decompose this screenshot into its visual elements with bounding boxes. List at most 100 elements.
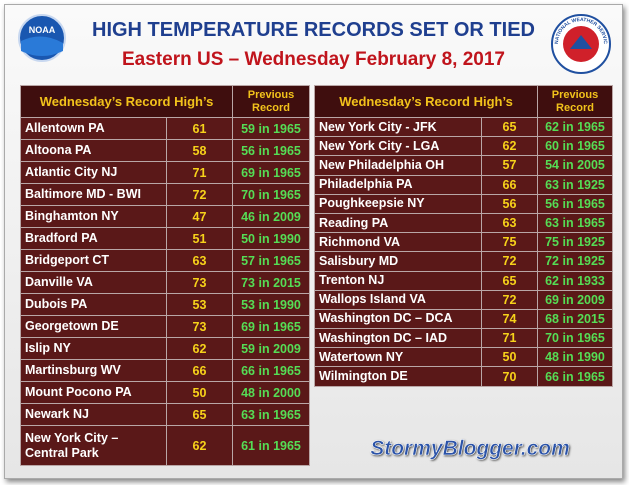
record-row: Newark NJ 65 63 in 1965: [20, 403, 310, 426]
record-high: 65: [481, 116, 538, 138]
previous-record: 56 in 1965: [232, 139, 310, 162]
record-row: Trenton NJ 65 62 in 1933: [314, 270, 613, 291]
record-row: Danville VA 73 73 in 2015: [20, 271, 310, 294]
record-high: 75: [481, 232, 538, 253]
record-table: Wednesday’s Record High’s Previous Record…: [314, 85, 613, 387]
header-row: Wednesday’s Record High’s Previous Record: [314, 85, 613, 118]
station: Trenton NJ: [314, 270, 482, 291]
previous-record: 48 in 1990: [537, 347, 613, 368]
record-row: Washington DC – DCA 74 68 in 2015: [314, 308, 613, 330]
site-name: StormyBlogger.com: [370, 437, 570, 461]
record-high: 70: [481, 366, 538, 387]
record-high: 73: [166, 315, 233, 338]
record-high: 53: [166, 293, 233, 316]
station: Watertown NY: [314, 347, 482, 368]
record-row: New York City - JFK 65 62 in 1965: [314, 116, 613, 138]
record-high: 50: [166, 381, 233, 404]
subtitle: Eastern US – Wednesday February 8, 2017: [122, 49, 505, 70]
record-row: New York City - LGA 62 60 in 1965: [314, 136, 613, 157]
record-row: Martinsburg WV 66 66 in 1965: [20, 359, 310, 382]
previous-record: 57 in 1965: [232, 249, 310, 272]
station: Wilmington DE: [314, 366, 482, 387]
previous-record: 62 in 1933: [537, 270, 613, 291]
nws-logo: NATIONAL WEATHER SERVICE: [550, 13, 611, 74]
column-header: Wednesday’s Record High’s: [20, 85, 233, 118]
record-row: Poughkeepsie NY 56 56 in 1965: [314, 193, 613, 214]
record-high: 66: [166, 359, 233, 382]
station: New York City - JFK: [314, 116, 482, 138]
station: Danville VA: [20, 271, 167, 294]
station: New Philadelphia OH: [314, 155, 482, 176]
record-high: 51: [166, 227, 233, 250]
previous-record: 59 in 1965: [232, 117, 310, 140]
station: Bridgeport CT: [20, 249, 167, 272]
record-high: 66: [481, 174, 538, 195]
station: Salisbury MD: [314, 251, 482, 272]
record-high: 65: [166, 403, 233, 426]
station: Baltimore MD - BWI: [20, 183, 167, 206]
record-high: 71: [481, 328, 538, 349]
station: Mount Pocono PA: [20, 381, 167, 404]
previous-record: 75 in 1925: [537, 232, 613, 253]
record-table: Wednesday’s Record High’s Previous Record…: [20, 85, 310, 466]
record-high: 71: [166, 161, 233, 184]
record-row: Georgetown DE 73 69 in 1965: [20, 315, 310, 338]
record-high: 63: [481, 212, 538, 234]
record-row: Watertown NY 50 48 in 1990: [314, 347, 613, 368]
previous-record: 63 in 1925: [537, 174, 613, 195]
record-row: Wallops Island VA 72 69 in 2009: [314, 289, 613, 310]
record-row: Allentown PA 61 59 in 1965: [20, 117, 310, 140]
previous-record: 70 in 1965: [232, 183, 310, 206]
station: Newark NJ: [20, 403, 167, 426]
station: Philadelphia PA: [314, 174, 482, 195]
column-header: Previous Record: [232, 85, 310, 118]
record-high: 72: [481, 251, 538, 272]
record-high: 73: [166, 271, 233, 294]
previous-record: 50 in 1990: [232, 227, 310, 250]
record-row: New Philadelphia OH 57 54 in 2005: [314, 155, 613, 176]
record-high: 57: [481, 155, 538, 176]
previous-record: 72 in 1925: [537, 251, 613, 272]
card: NOAA NATIONAL WEATHER SERVICE HIGH TEMPE…: [4, 4, 623, 479]
previous-record: 63 in 1965: [232, 403, 310, 426]
previous-record: 69 in 1965: [232, 161, 310, 184]
record-high: 56: [481, 193, 538, 214]
previous-record: 46 in 2009: [232, 205, 310, 228]
previous-record: 54 in 2005: [537, 155, 613, 176]
record-high: 72: [166, 183, 233, 206]
record-row: Mount Pocono PA 50 48 in 2000: [20, 381, 310, 404]
station: Reading PA: [314, 212, 482, 234]
station: Richmond VA: [314, 232, 482, 253]
record-high: 61: [166, 117, 233, 140]
station: Wallops Island VA: [314, 289, 482, 310]
record-row: Altoona PA 58 56 in 1965: [20, 139, 310, 162]
record-row: Philadelphia PA 66 63 in 1925: [314, 174, 613, 195]
record-high: 50: [481, 347, 538, 368]
previous-record: 70 in 1965: [537, 328, 613, 349]
station: Washington DC – DCA: [314, 308, 482, 330]
header-row: Wednesday’s Record High’s Previous Record: [20, 85, 310, 118]
record-high: 63: [166, 249, 233, 272]
record-high: 58: [166, 139, 233, 162]
record-row: Reading PA 63 63 in 1965: [314, 212, 613, 234]
record-row: Richmond VA 75 75 in 1925: [314, 232, 613, 253]
record-high: 62: [481, 136, 538, 157]
previous-record: 61 in 1965: [232, 425, 310, 466]
station: Washington DC – IAD: [314, 328, 482, 349]
station: New York City - LGA: [314, 136, 482, 157]
column-header: Wednesday’s Record High’s: [314, 85, 538, 118]
previous-record: 73 in 2015: [232, 271, 310, 294]
record-row: Wilmington DE 70 66 in 1965: [314, 366, 613, 387]
station: Atlantic City NJ: [20, 161, 167, 184]
record-row: Bradford PA 51 50 in 1990: [20, 227, 310, 250]
record-row: Baltimore MD - BWI 72 70 in 1965: [20, 183, 310, 206]
station: Poughkeepsie NY: [314, 193, 482, 214]
previous-record: 69 in 1965: [232, 315, 310, 338]
title: HIGH TEMPERATURE RECORDS SET OR TIED: [92, 19, 535, 41]
record-row: Dubois PA 53 53 in 1990: [20, 293, 310, 316]
station: Bradford PA: [20, 227, 167, 250]
record-high: 72: [481, 289, 538, 310]
station: Dubois PA: [20, 293, 167, 316]
previous-record: 62 in 1965: [537, 116, 613, 138]
noaa-text: NOAA: [29, 25, 56, 35]
